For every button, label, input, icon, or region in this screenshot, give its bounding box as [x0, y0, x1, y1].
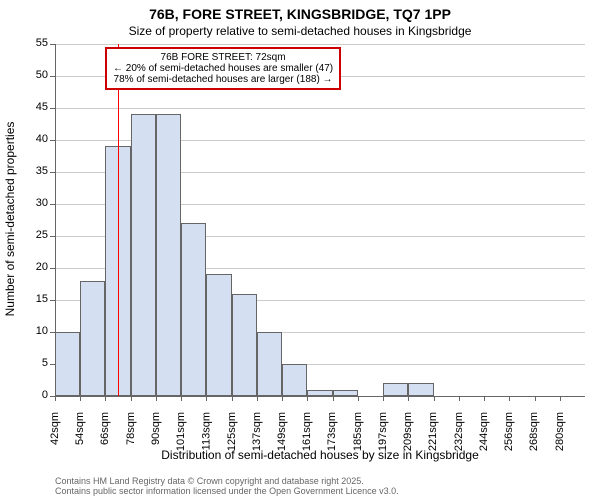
histogram-bar — [257, 332, 282, 396]
x-tick-label: 54sqm — [74, 412, 86, 445]
grid-line — [55, 44, 585, 45]
x-tick-label: 78sqm — [125, 412, 137, 445]
x-tick-label: 173sqm — [327, 412, 339, 451]
x-tick-label: 280sqm — [554, 412, 566, 451]
y-tick-label: 5 — [25, 357, 48, 369]
y-tick-label: 35 — [25, 165, 48, 177]
histogram-bar — [131, 114, 156, 396]
x-tick-label: 197sqm — [377, 412, 389, 451]
histogram-bar — [232, 294, 257, 396]
footer-text: Contains HM Land Registry data © Crown c… — [55, 476, 399, 496]
x-tick-label: 244sqm — [478, 412, 490, 451]
y-tick-label: 0 — [25, 389, 48, 401]
x-tick-label: 161sqm — [301, 412, 313, 451]
x-tick-label: 185sqm — [352, 412, 364, 451]
x-tick-label: 137sqm — [251, 412, 263, 451]
histogram-bar — [80, 281, 105, 396]
footer-line-2: Contains public sector information licen… — [55, 486, 399, 496]
y-tick-label: 45 — [25, 101, 48, 113]
footer-line-1: Contains HM Land Registry data © Crown c… — [55, 476, 399, 486]
x-tick-label: 221sqm — [428, 412, 440, 451]
x-tick-label: 101sqm — [175, 412, 187, 451]
y-tick-label: 25 — [25, 229, 48, 241]
x-tick-label: 125sqm — [226, 412, 238, 451]
marker-line — [118, 44, 119, 396]
annotation-line: 76B FORE STREET: 72sqm — [113, 52, 333, 63]
y-tick-label: 50 — [25, 69, 48, 81]
x-tick-label: 90sqm — [150, 412, 162, 445]
y-tick-label: 10 — [25, 325, 48, 337]
histogram-bar — [408, 383, 433, 396]
y-tick-label: 55 — [25, 37, 48, 49]
histogram-bar — [55, 332, 80, 396]
y-axis-line — [55, 44, 56, 396]
x-axis-label: Distribution of semi-detached houses by … — [55, 448, 585, 462]
histogram-chart: 76B, FORE STREET, KINGSBRIDGE, TQ7 1PP S… — [0, 0, 600, 500]
histogram-bar — [156, 114, 181, 396]
plot-area: 051015202530354045505542sqm54sqm66sqm78s… — [55, 44, 585, 396]
chart-title: 76B, FORE STREET, KINGSBRIDGE, TQ7 1PP — [0, 6, 600, 22]
histogram-bar — [282, 364, 307, 396]
annotation-line: 78% of semi-detached houses are larger (… — [113, 74, 333, 85]
histogram-bar — [383, 383, 408, 396]
x-tick-label: 42sqm — [49, 412, 61, 445]
y-axis-label: Number of semi-detached properties — [3, 69, 17, 369]
histogram-bar — [181, 223, 206, 396]
y-tick-label: 15 — [25, 293, 48, 305]
chart-subtitle: Size of property relative to semi-detach… — [0, 24, 600, 38]
x-tick-label: 232sqm — [453, 412, 465, 451]
histogram-bar — [206, 274, 231, 396]
x-tick-label: 66sqm — [99, 412, 111, 445]
x-tick-label: 113sqm — [200, 412, 212, 450]
x-tick-label: 149sqm — [276, 412, 288, 451]
x-axis-line — [55, 396, 585, 397]
annotation-line: ← 20% of semi-detached houses are smalle… — [113, 63, 333, 74]
x-tick-label: 268sqm — [529, 412, 541, 451]
grid-line — [55, 108, 585, 109]
x-tick-label: 209sqm — [402, 412, 414, 451]
x-tick-label: 256sqm — [503, 412, 515, 451]
annotation-box: 76B FORE STREET: 72sqm← 20% of semi-deta… — [105, 47, 341, 90]
y-tick-label: 40 — [25, 133, 48, 145]
y-tick-label: 20 — [25, 261, 48, 273]
y-tick-label: 30 — [25, 197, 48, 209]
